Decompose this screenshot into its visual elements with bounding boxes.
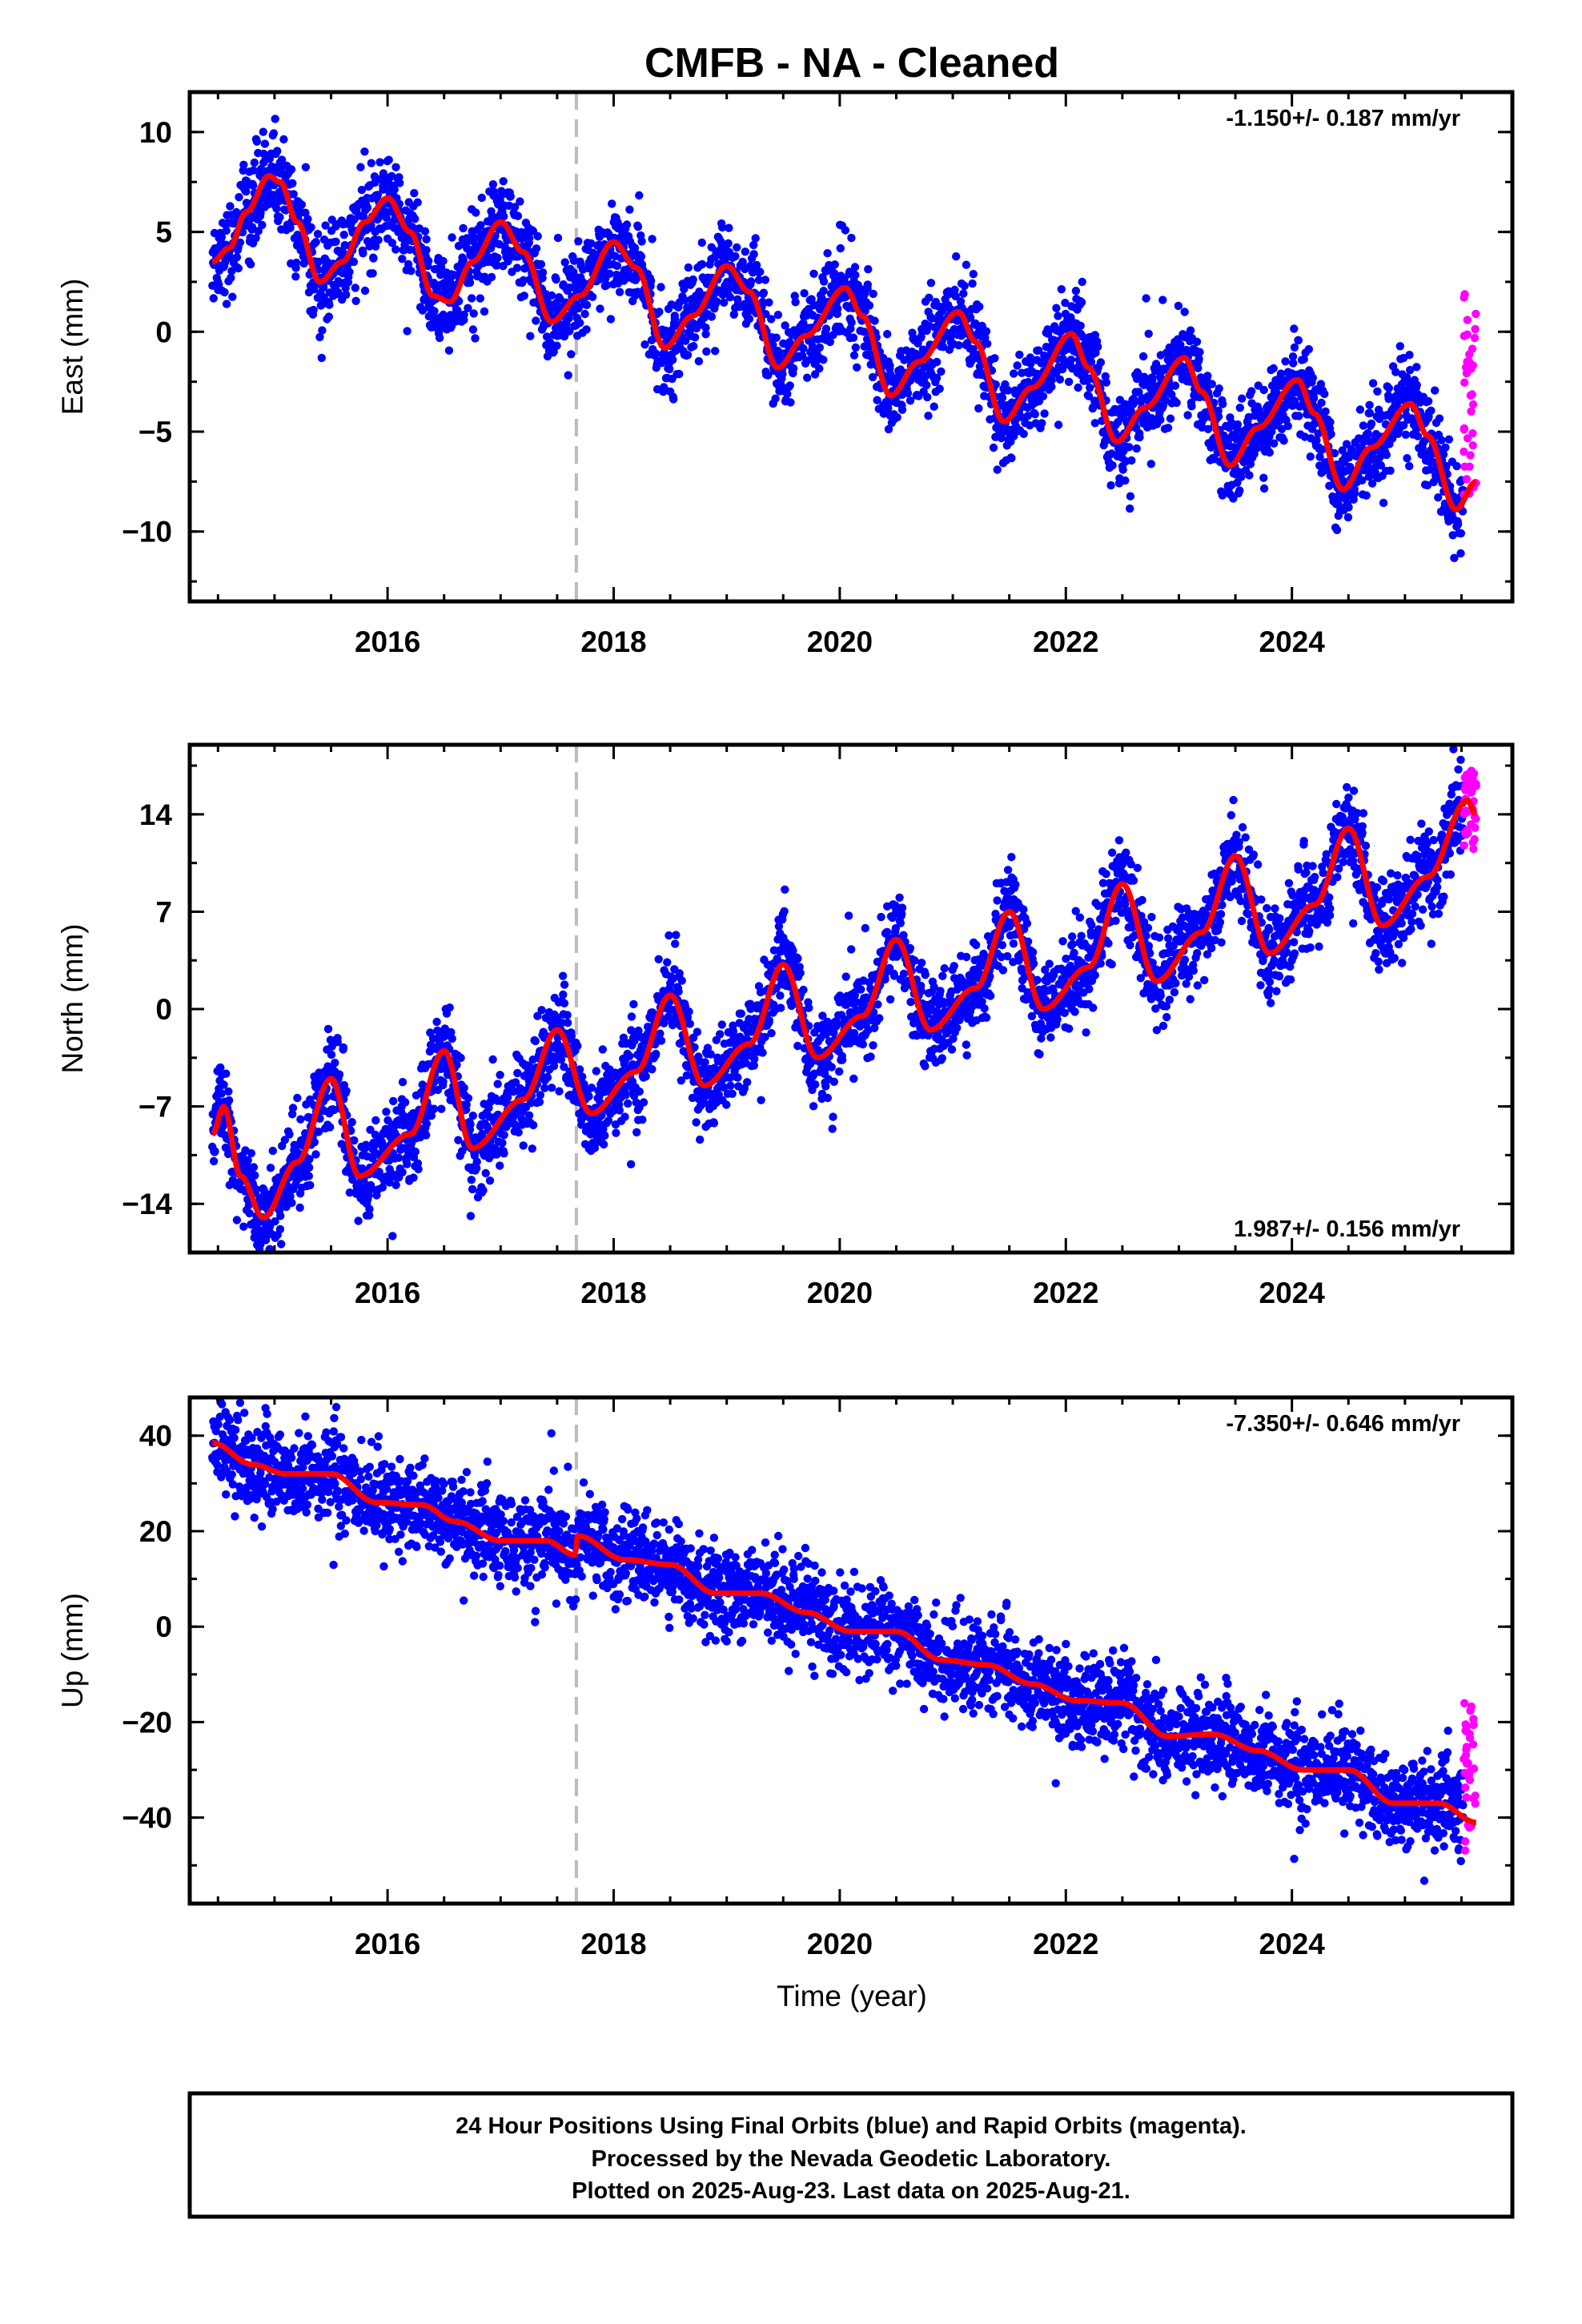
- north-y-tick-label: 7: [155, 895, 172, 928]
- east-y-tick-label: −10: [122, 516, 172, 549]
- east-y-tick-label: −5: [139, 416, 172, 448]
- east-y-axis-label: East (mm): [56, 279, 89, 416]
- panel-east: 2016 2018 2020 2022 2024 −10 −5 0 5 10 East (mm) -1…: [56, 1, 1512, 659]
- north-y-tick-label: 14: [139, 798, 173, 831]
- up-y-tick-label: −40: [122, 1802, 172, 1835]
- up-x-tick-label: 2022: [1033, 1928, 1098, 1960]
- up-y-tick-label: −20: [122, 1706, 172, 1739]
- north-x-tick-label: 2022: [1033, 1277, 1098, 1309]
- north-x-tick-label: 2016: [355, 1277, 420, 1309]
- up-x-tick-label: 2018: [580, 1928, 646, 1960]
- east-x-tick-label: 2022: [1033, 625, 1098, 658]
- north-y-tick-label: 0: [155, 993, 172, 1026]
- north-x-tick-label: 2024: [1259, 1277, 1326, 1309]
- x-axis-label: Time (year): [777, 1980, 927, 2012]
- north-x-tick-label: 2018: [580, 1277, 646, 1309]
- up-y-tick-label: 20: [139, 1515, 172, 1548]
- panels: 2016 2018 2020 2022 2024 −10 −5 0 5 10 East (mm) -1…: [56, 1, 1512, 1961]
- north-y-axis-label: North (mm): [56, 923, 89, 1073]
- north-plot-area: [208, 745, 1480, 1279]
- footer-line-3: Plotted on 2025-Aug-23. Last data on 202…: [572, 2178, 1130, 2204]
- north-y-tick-label: −7: [139, 1091, 172, 1124]
- panel-north: 2016 2018 2020 2022 2024 −14 −7 0 7 14 North (mm) 1…: [56, 745, 1512, 1309]
- up-x-tick-label: 2016: [355, 1928, 420, 1960]
- footer-line-1: 24 Hour Positions Using Final Orbits (bl…: [456, 2113, 1247, 2139]
- up-y-tick-label: 40: [139, 1420, 172, 1453]
- up-final-points: [208, 1393, 1468, 1885]
- up-x-tick-label: 2024: [1259, 1928, 1326, 1960]
- gps-time-series-figure: CMFB - NA - Cleaned 2016 2018 2020 2022 2024…: [0, 0, 1582, 2324]
- east-x-tick-label: 2016: [355, 625, 420, 658]
- figure-title: CMFB - NA - Cleaned: [644, 40, 1059, 86]
- east-y-tick-label: 0: [155, 316, 172, 348]
- east-frame: [190, 92, 1512, 601]
- east-y-tick-label: 5: [155, 216, 172, 249]
- footer-box: 24 Hour Positions Using Final Orbits (bl…: [190, 2093, 1512, 2217]
- panel-up: 2016 2018 2020 2022 2024 −40 −20 0 20 40 Up (mm) -7…: [56, 1393, 1512, 1960]
- north-y-tick-label: −14: [122, 1188, 172, 1220]
- east-x-tick-label: 2018: [580, 625, 646, 658]
- north-x-tick-label: 2020: [807, 1277, 873, 1309]
- east-rapid-points: [1460, 290, 1480, 499]
- north-final-points: [208, 745, 1468, 1279]
- up-model-curve: [212, 1443, 1476, 1823]
- up-y-axis-label: Up (mm): [56, 1593, 89, 1708]
- up-plot-area: [208, 1393, 1480, 1904]
- north-rate-label: 1.987+/- 0.156 mm/yr: [1234, 1216, 1460, 1242]
- up-y-tick-label: 0: [155, 1610, 172, 1643]
- east-y-tick-label: 10: [139, 116, 172, 149]
- east-x-tick-label: 2020: [807, 625, 873, 658]
- north-model-curve: [212, 801, 1476, 1218]
- up-x-tick-label: 2020: [807, 1928, 873, 1960]
- up-rate-label: -7.350+/- 0.646 mm/yr: [1226, 1411, 1460, 1437]
- east-x-tick-label: 2024: [1259, 625, 1326, 658]
- east-rate-label: -1.150+/- 0.187 mm/yr: [1226, 106, 1460, 131]
- footer-line-2: Processed by the Nevada Geodetic Laborat…: [592, 2146, 1111, 2172]
